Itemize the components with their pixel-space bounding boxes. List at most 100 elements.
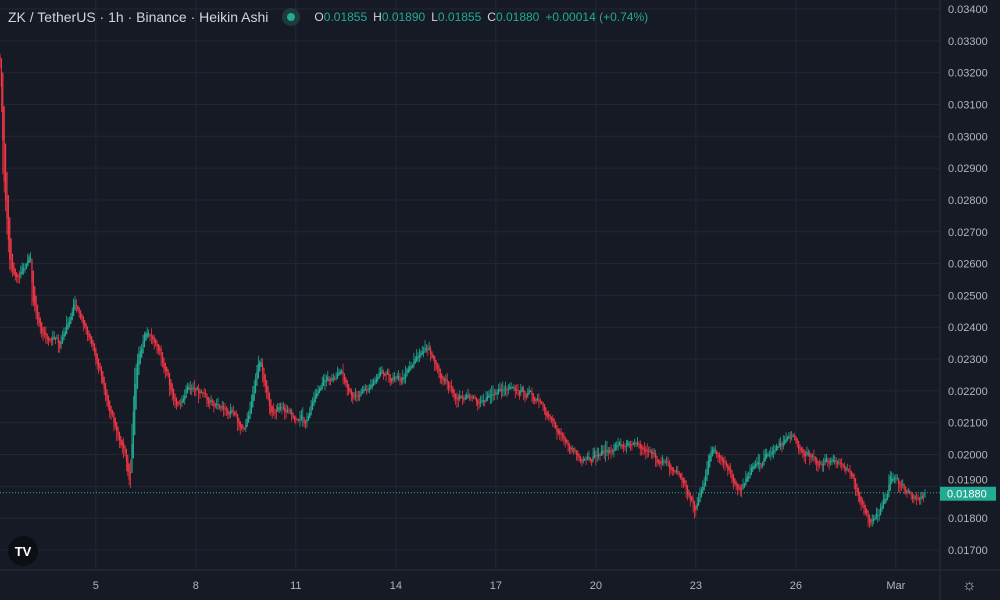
candle-body <box>264 374 266 387</box>
candle-body <box>71 311 73 321</box>
candle-body <box>474 397 476 398</box>
candle-body <box>367 389 369 391</box>
candle-body <box>713 448 715 454</box>
candle-body <box>3 106 5 182</box>
candle-body <box>818 463 821 465</box>
candle-body <box>167 369 169 377</box>
candle-body <box>161 352 164 363</box>
candle-body <box>381 369 383 374</box>
candle-body <box>675 470 677 472</box>
candle-body <box>509 386 511 390</box>
candle-body <box>116 422 118 432</box>
candle-body <box>20 271 22 277</box>
candle-body <box>698 498 700 506</box>
candle-body <box>638 443 640 445</box>
candle-body <box>517 389 519 391</box>
candle-body <box>204 392 207 395</box>
candle-body <box>557 428 559 434</box>
candle-body <box>614 444 616 451</box>
candle-body <box>504 388 507 390</box>
candle-body <box>838 462 840 464</box>
candle-body <box>249 408 251 419</box>
candle-body <box>150 335 152 337</box>
candle-body <box>884 498 886 505</box>
candle-body <box>192 386 194 389</box>
candle-body <box>489 395 491 397</box>
candle-body <box>771 451 773 455</box>
candle-body <box>500 389 502 392</box>
candle-body <box>473 397 475 398</box>
candle-body <box>786 437 789 441</box>
candle-body <box>823 464 825 466</box>
candle-body <box>178 402 180 404</box>
candle-body <box>803 450 805 457</box>
candle-body <box>899 481 901 489</box>
candle-body <box>464 397 466 399</box>
candle-body <box>185 388 187 398</box>
chart-settings-icon[interactable]: ☼ <box>962 577 977 594</box>
candle-body <box>502 389 504 391</box>
candle-body <box>416 356 418 362</box>
candle-body <box>307 415 309 421</box>
candle-body <box>295 417 297 420</box>
candle-body <box>802 449 804 453</box>
candle-body <box>748 476 750 479</box>
candle-body <box>403 377 405 379</box>
candle-body <box>873 518 875 521</box>
candle-body <box>514 387 516 392</box>
candle-body <box>229 410 232 414</box>
candle-body <box>86 326 89 335</box>
candle-body <box>773 451 775 453</box>
candle-body <box>736 483 739 489</box>
candle-body <box>716 450 718 455</box>
candle-body <box>263 367 265 381</box>
candle-body <box>706 468 708 481</box>
candle-body <box>395 377 397 379</box>
candle-body <box>485 397 487 402</box>
candle-body <box>543 404 546 411</box>
x-tick-label: 11 <box>290 580 301 592</box>
candle-body <box>457 397 459 400</box>
candle-body <box>252 394 254 408</box>
candle-body <box>554 421 557 429</box>
candle-body <box>663 461 665 463</box>
candle-body <box>0 55 1 61</box>
candle-body <box>241 424 243 429</box>
candle-body <box>248 415 250 423</box>
candle-body <box>693 500 696 511</box>
candle-body <box>493 394 496 396</box>
candle-body <box>384 372 386 376</box>
candle-body <box>409 366 411 371</box>
tradingview-logo[interactable]: TV <box>8 536 38 566</box>
candle-body <box>429 348 432 355</box>
candle-body <box>191 388 193 390</box>
candle-body <box>79 310 82 318</box>
candle-body <box>781 444 783 447</box>
candle-body <box>888 484 890 498</box>
candle-body <box>121 440 123 446</box>
candle-body <box>291 410 293 415</box>
candle-body <box>910 491 912 496</box>
candle-body <box>560 432 562 435</box>
candle-body <box>23 269 25 271</box>
candle-body <box>434 356 436 364</box>
candle-body <box>67 322 69 330</box>
candle-body <box>904 486 907 493</box>
candle-body <box>199 390 201 395</box>
candle-body <box>871 520 873 522</box>
candle-body <box>413 360 415 367</box>
candle-body <box>13 262 15 275</box>
candle-body <box>448 381 450 390</box>
symbol-title[interactable]: ZK / TetherUS · 1h · Binance · Heikin As… <box>8 9 269 25</box>
candle-body <box>602 449 604 454</box>
candle-body <box>793 435 796 437</box>
candle-body <box>364 388 366 391</box>
candle-body <box>270 399 272 413</box>
candle-body <box>379 371 382 376</box>
candle-body <box>417 356 419 359</box>
candle-body <box>406 369 408 377</box>
candle-body <box>857 487 859 496</box>
candle-body <box>239 421 241 428</box>
candle-body <box>629 443 632 446</box>
